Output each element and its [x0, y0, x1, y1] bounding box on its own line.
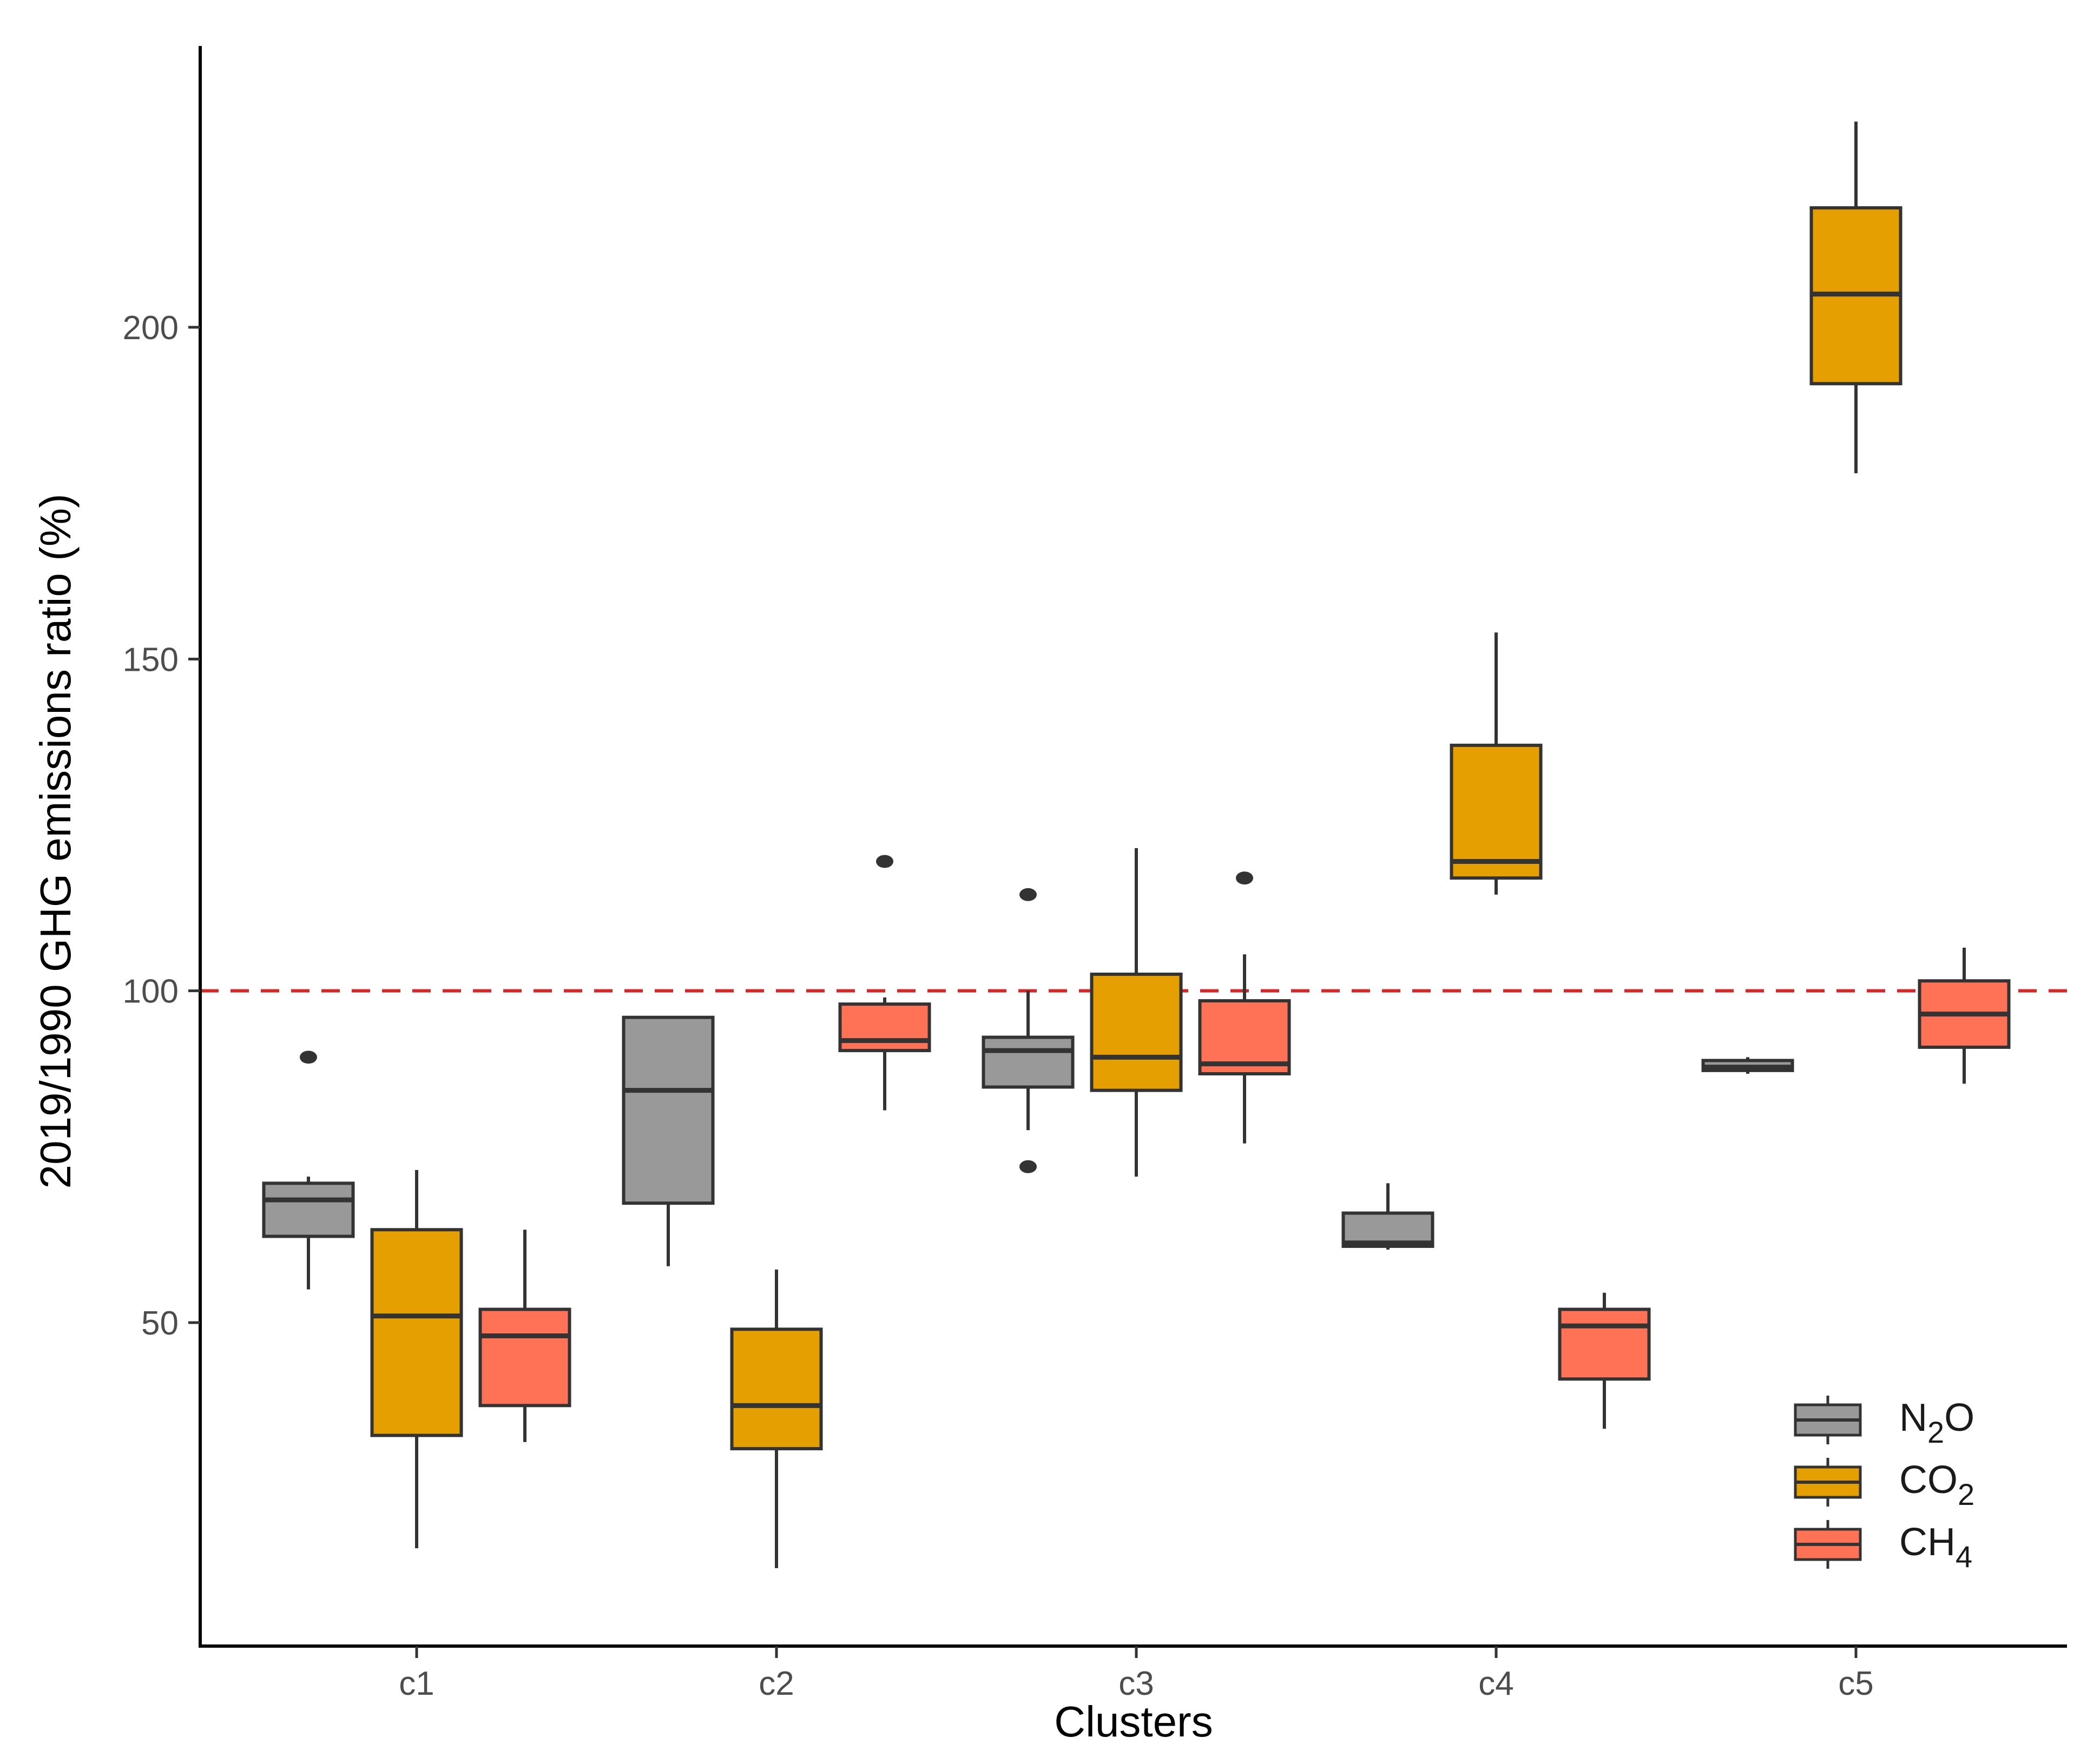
legend-item-co2: CO2 — [1794, 1458, 1974, 1511]
y-tick-label: 150 — [123, 641, 179, 678]
y-axis-title: 2019/1990 GHG emissions ratio (%) — [31, 494, 80, 1189]
legend-label: N2O — [1899, 1396, 1974, 1449]
legend-item-n2o: N2O — [1794, 1396, 1974, 1449]
box-co2-c4 — [1450, 632, 1543, 895]
box-body — [1558, 1307, 1651, 1381]
box-n2o-c3 — [982, 888, 1075, 1173]
legend-label: CO2 — [1899, 1458, 1974, 1511]
x-tick-label: c2 — [759, 1665, 794, 1702]
box-body — [1090, 973, 1183, 1092]
box-ch4-c2 — [838, 855, 931, 1111]
box-n2o-c1 — [262, 1051, 355, 1290]
x-tick-label: c3 — [1118, 1665, 1154, 1702]
x-tick-label: c1 — [399, 1665, 434, 1702]
legend: N2O CO2 CH4 — [1794, 1396, 1974, 1574]
box-co2-c3 — [1090, 848, 1183, 1177]
y-tick-label: 50 — [141, 1305, 179, 1342]
box-ch4-c3 — [1198, 871, 1291, 1144]
legend-item-ch4: CH4 — [1794, 1520, 1972, 1574]
ticks-layer: 50 100 150 200 c1 c2 c3 c4 c5 — [123, 309, 1874, 1702]
box-body — [730, 1327, 823, 1451]
box-body — [262, 1181, 355, 1238]
x-axis-title: Clusters — [1054, 1697, 1213, 1744]
x-tick-label: c4 — [1478, 1665, 1513, 1702]
outlier-point — [1236, 871, 1253, 885]
box-n2o-c4 — [1341, 1183, 1434, 1250]
legend-label: CH4 — [1899, 1521, 1972, 1574]
axes-layer — [199, 46, 2067, 1648]
box-body — [478, 1307, 571, 1408]
box-co2-c2 — [730, 1269, 823, 1568]
box-n2o-c5 — [1701, 1057, 1794, 1074]
boxes-layer — [262, 121, 2011, 1568]
box-body — [982, 1035, 1075, 1089]
outlier-point — [300, 1051, 317, 1064]
outlier-point — [1019, 888, 1037, 901]
box-body — [838, 1002, 931, 1053]
x-tick-label: c5 — [1838, 1665, 1873, 1702]
box-ch4-c5 — [1918, 947, 2011, 1084]
y-tick-label: 100 — [123, 973, 179, 1010]
box-body — [622, 1015, 715, 1205]
box-body — [370, 1228, 463, 1437]
box-body — [1450, 743, 1543, 880]
box-co2-c1 — [370, 1170, 463, 1549]
box-ch4-c4 — [1558, 1292, 1651, 1429]
box-ch4-c1 — [478, 1230, 571, 1442]
outlier-point — [1019, 1160, 1037, 1173]
outlier-point — [876, 855, 893, 868]
box-n2o-c2 — [622, 1015, 715, 1266]
y-tick-label: 200 — [123, 309, 179, 347]
box-co2-c5 — [1809, 121, 1902, 473]
